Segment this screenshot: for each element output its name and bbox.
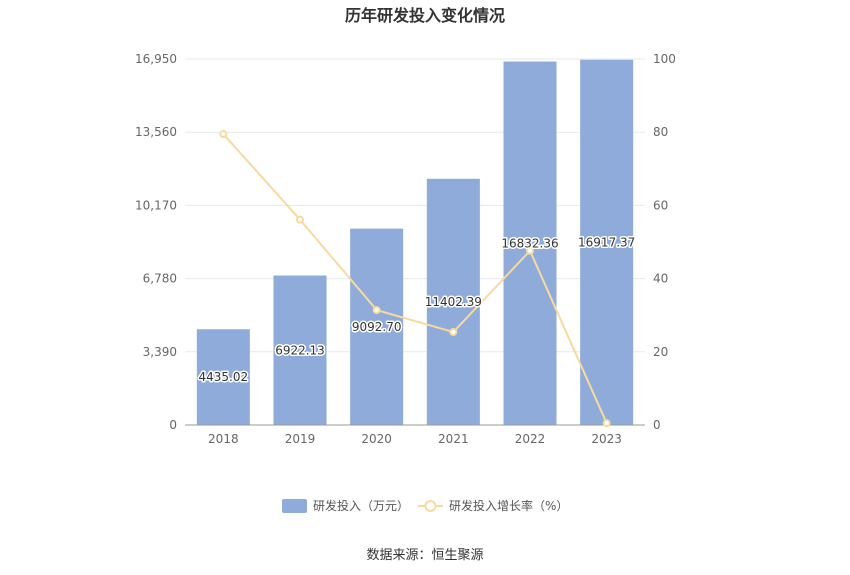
- legend-line-marker: [424, 500, 437, 512]
- bar: [426, 178, 480, 425]
- bar-value-label: 16917.37: [578, 235, 635, 249]
- right-axis-ticks: 0 20 40 60 80 100: [653, 52, 676, 432]
- grid-lines: [185, 58, 645, 353]
- bar: [580, 59, 634, 425]
- bar-value-label: 4435.02: [199, 370, 249, 384]
- right-tick-label: 40: [653, 272, 668, 286]
- x-tick-label: 2018: [208, 432, 239, 446]
- bar-value-label: 11402.39: [425, 295, 482, 309]
- left-tick-label: 16,950: [135, 52, 177, 66]
- growth-point: [372, 306, 381, 315]
- x-tick-label: 2021: [438, 432, 469, 446]
- chart-title: 历年研发投入变化情况: [345, 6, 505, 25]
- left-tick-label: 10,170: [135, 198, 177, 212]
- left-tick-label: 6,780: [143, 272, 177, 286]
- bar-value-label: 9092.70: [352, 320, 402, 334]
- x-tick-label: 2020: [361, 432, 392, 446]
- growth-point: [296, 215, 304, 224]
- growth-point: [219, 130, 228, 139]
- left-tick-label: 13,560: [135, 125, 177, 139]
- bar: [350, 228, 404, 425]
- bar-value-label: 16832.36: [501, 236, 558, 250]
- x-axis-ticks: 2018 2019 2020 2021 2022 2023: [208, 432, 622, 446]
- left-axis-ticks: 0 3,390 6,780 10,170 13,560 16,950: [135, 52, 177, 432]
- legend-line-label: 研发投入增长率（%）: [449, 498, 568, 513]
- x-tick-label: 2019: [285, 432, 316, 446]
- bar-value-label: 6922.13: [275, 343, 325, 357]
- legend[interactable]: 研发投入（万元） 研发投入增长率（%）: [282, 498, 568, 513]
- x-tick-label: 2023: [591, 432, 622, 446]
- source-note: 数据来源：恒生聚源: [366, 548, 483, 563]
- growth-point: [449, 328, 458, 337]
- bar-series: [196, 59, 634, 425]
- legend-bar-label: 研发投入（万元）: [313, 498, 409, 513]
- right-tick-label: 100: [653, 52, 676, 66]
- legend-bar-swatch: [282, 499, 307, 513]
- right-tick-label: 60: [653, 198, 668, 212]
- bar: [503, 61, 557, 425]
- growth-point: [602, 419, 611, 428]
- line-series: [219, 130, 611, 428]
- bar-data-labels: 4435.02 6922.13 9092.70 11402.39 16832.36 169…: [197, 234, 637, 386]
- bar: [273, 275, 327, 425]
- left-tick-label: 0: [169, 418, 177, 432]
- right-tick-label: 80: [653, 125, 668, 139]
- growth-point: [526, 246, 534, 255]
- growth-line: [222, 133, 608, 424]
- bar: [196, 329, 250, 425]
- x-tick-label: 2022: [515, 432, 546, 446]
- left-tick-label: 3,390: [143, 345, 177, 359]
- right-tick-label: 0: [653, 418, 661, 432]
- right-tick-label: 20: [653, 345, 668, 359]
